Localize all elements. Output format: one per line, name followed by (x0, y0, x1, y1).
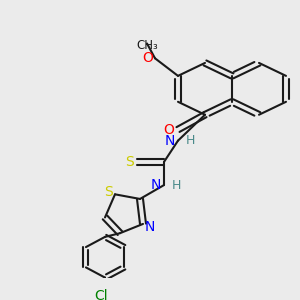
Text: O: O (142, 51, 153, 65)
Text: Cl: Cl (94, 289, 108, 300)
Text: N: N (151, 178, 161, 192)
Text: N: N (145, 220, 155, 234)
Text: S: S (104, 184, 113, 199)
Text: N: N (165, 134, 175, 148)
Text: H: H (186, 134, 195, 147)
Text: CH₃: CH₃ (136, 39, 158, 52)
Text: H: H (172, 178, 182, 192)
Text: O: O (163, 122, 174, 136)
Text: S: S (125, 155, 134, 169)
